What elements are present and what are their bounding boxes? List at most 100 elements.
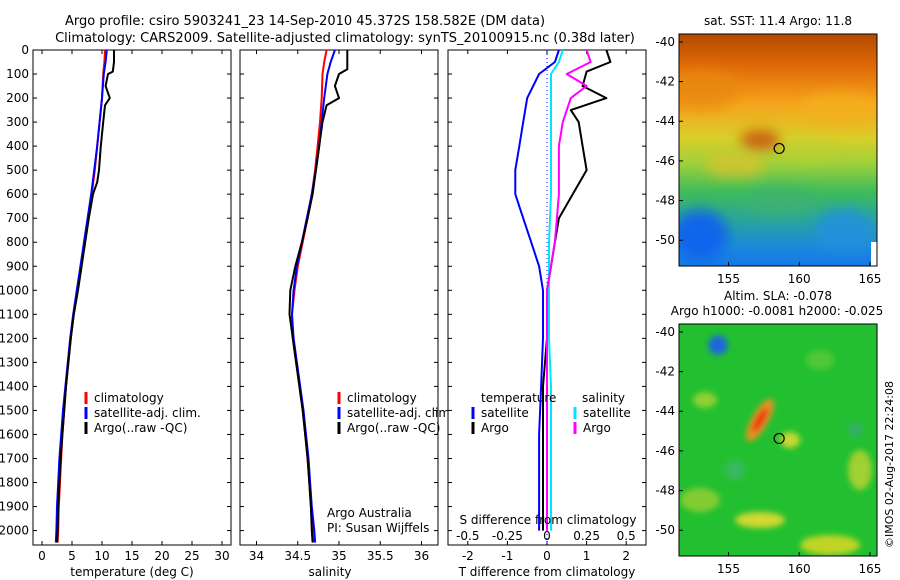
series-line-argo-raw-qc- bbox=[56, 50, 115, 543]
legend-label: satellite-adj. clim. bbox=[347, 406, 454, 420]
x-tick-label: 15 bbox=[124, 549, 139, 563]
figure-subtitle: Climatology: CARS2009. Satellite-adjuste… bbox=[55, 31, 635, 46]
x-tick-label: -2 bbox=[462, 549, 474, 563]
sst-heatmap bbox=[679, 34, 877, 266]
difference-legend: temperature salinitysatelliteArgosatellit… bbox=[471, 391, 631, 435]
sla-map-ticks: 155 160 165 -40 -42 -44 -46 -48 -50 bbox=[655, 325, 881, 576]
x-tick-label: 30 bbox=[214, 549, 229, 563]
float-location-marker bbox=[773, 142, 785, 155]
x-tick-label: 36 bbox=[414, 549, 429, 563]
depth-tick-label: 1100 bbox=[0, 307, 29, 321]
sla-heatmap bbox=[679, 324, 877, 556]
salinity-depth-ticks bbox=[240, 49, 438, 532]
figure-title: Argo profile: csiro 5903241_23 14-Sep-20… bbox=[65, 14, 545, 29]
difference-depth-ticks bbox=[448, 49, 646, 532]
s-tick-label: -0.25 bbox=[492, 529, 523, 543]
s-tick-label: 0 bbox=[543, 529, 551, 543]
lat-tick-label: -44 bbox=[655, 404, 675, 418]
legend-label: Argo(..raw -QC) bbox=[94, 421, 187, 435]
depth-tick-label: 1600 bbox=[0, 427, 29, 441]
temperature-plot-frame bbox=[32, 49, 232, 546]
x-tick-label: 35.5 bbox=[367, 549, 394, 563]
temperature-axis-label: temperature (deg C) bbox=[70, 565, 193, 579]
lon-tick-label: 160 bbox=[788, 562, 811, 576]
lon-tick-label: 155 bbox=[717, 562, 740, 576]
temperature-panel: 0100200300400500600700800900100011001200… bbox=[0, 43, 232, 579]
lat-tick-label: -44 bbox=[655, 114, 675, 128]
legend-label: satellite bbox=[583, 406, 631, 420]
depth-tick-label: 900 bbox=[6, 259, 29, 273]
sla-map-subtitle: Argo h1000: -0.0081 h2000: -0.025 bbox=[671, 304, 884, 318]
s-difference-axis-label: S difference from climatology bbox=[460, 513, 637, 527]
sst-map-title: sat. SST: 11.4 Argo: 11.8 bbox=[704, 14, 852, 28]
salinity-axis-label: salinity bbox=[308, 565, 351, 579]
x-tick-label: 10 bbox=[94, 549, 109, 563]
x-tick-label: 5 bbox=[68, 549, 76, 563]
depth-tick-label: 1300 bbox=[0, 355, 29, 369]
depth-axis-ticks: 0 100 200 300 400 500 600 700 800 900 1000 1100 1200… bbox=[0, 43, 231, 538]
difference-profiles bbox=[514, 49, 612, 531]
sla-map-title: Altim. SLA: -0.078 bbox=[724, 289, 832, 303]
depth-tick-label: 600 bbox=[6, 187, 29, 201]
depth-tick-label: 400 bbox=[6, 139, 29, 153]
depth-tick-label: 1400 bbox=[0, 379, 29, 393]
lon-tick-label: 165 bbox=[858, 562, 881, 576]
pi-annotation: PI: Susan Wijffels bbox=[327, 521, 429, 535]
s-tick-label: 0.5 bbox=[617, 529, 636, 543]
x-tick-label: 35 bbox=[331, 549, 346, 563]
lat-tick-label: -50 bbox=[655, 523, 675, 537]
sst-map-ticks: 155 160 165 -40 -42 -44 -46 -48 -50 bbox=[655, 35, 881, 286]
x-tick-label: 0 bbox=[38, 549, 46, 563]
s-tick-label: -0.5 bbox=[456, 529, 479, 543]
legend-label: satellite-adj. clim. bbox=[94, 406, 201, 420]
t-difference-axis-label: T difference from climatology bbox=[458, 565, 636, 579]
x-tick-label: 1 bbox=[583, 549, 591, 563]
sla-map-frame bbox=[678, 323, 878, 557]
depth-tick-label: 1200 bbox=[0, 331, 29, 345]
salinity-panel: 34 34.5 35 35.5 36 salinity climatologysatel… bbox=[239, 49, 454, 579]
lat-tick-label: -50 bbox=[655, 233, 675, 247]
temperature-axis-ticks: 0 5 10 15 20 25 30 bbox=[38, 50, 230, 563]
depth-tick-label: 100 bbox=[6, 67, 29, 81]
x-tick-label: -1 bbox=[501, 549, 513, 563]
sst-map-frame bbox=[678, 33, 878, 267]
depth-tick-label: 1700 bbox=[0, 451, 29, 465]
float-location-marker bbox=[773, 432, 785, 445]
x-tick-label: 25 bbox=[184, 549, 199, 563]
series-line-satellite-adj-clim- bbox=[54, 49, 108, 543]
depth-tick-label: 1000 bbox=[0, 283, 29, 297]
series-line-satellite bbox=[514, 49, 560, 531]
lat-tick-label: -48 bbox=[655, 484, 675, 498]
legend-label: Argo(..raw -QC) bbox=[347, 421, 440, 435]
depth-tick-label: 700 bbox=[6, 211, 29, 225]
depth-tick-label: 200 bbox=[6, 91, 29, 105]
lat-tick-label: -48 bbox=[655, 194, 675, 208]
legend-label: climatology bbox=[347, 391, 417, 405]
depth-tick-label: 500 bbox=[6, 163, 29, 177]
argo-australia-annotation: Argo Australia bbox=[327, 506, 412, 520]
depth-tick-label: 2000 bbox=[0, 524, 29, 538]
x-tick-label: 34.5 bbox=[284, 549, 311, 563]
depth-tick-label: 1500 bbox=[0, 403, 29, 417]
salinity-profiles bbox=[288, 49, 349, 543]
depth-tick-label: 0 bbox=[21, 43, 29, 57]
series-line-satellite bbox=[548, 49, 564, 531]
depth-tick-label: 1800 bbox=[0, 476, 29, 490]
series-line-argo-raw-qc- bbox=[288, 50, 349, 543]
salinity-axis-ticks: 34 34.5 35 35.5 36 bbox=[249, 50, 429, 563]
difference-panel: -2 -1 0 1 2 S difference from climatology -0… bbox=[447, 49, 647, 579]
sst-map-panel: sat. SST: 11.4 Argo: 11.8 155 160 165 -40 -4… bbox=[655, 14, 881, 286]
depth-tick-label: 300 bbox=[6, 115, 29, 129]
lat-tick-label: -40 bbox=[655, 325, 675, 339]
lat-tick-label: -40 bbox=[655, 35, 675, 49]
lat-tick-label: -46 bbox=[655, 444, 675, 458]
legend-label: Argo bbox=[481, 421, 509, 435]
series-line-argo bbox=[546, 49, 592, 531]
lon-tick-label: 160 bbox=[788, 272, 811, 286]
x-tick-label: 0 bbox=[543, 549, 551, 563]
s-tick-label: 0.25 bbox=[573, 529, 600, 543]
s-difference-axis-ticks: -0.5 -0.25 0 0.25 0.5 bbox=[456, 529, 636, 543]
